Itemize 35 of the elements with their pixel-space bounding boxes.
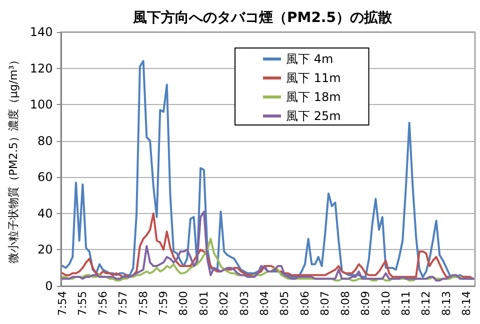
legend-label: 風下 25m: [286, 109, 341, 123]
x-tick-label: 8:12: [420, 291, 433, 316]
x-tick-label: 8:08: [338, 291, 352, 316]
x-tick-label: 7:59: [157, 291, 170, 316]
x-tick-label: 7:58: [136, 291, 150, 316]
x-tick-label: 7:57: [116, 291, 130, 316]
x-tick-label: 8:14: [460, 291, 474, 316]
x-tick-label: 8:13: [440, 291, 453, 316]
y-tick-label: 100: [30, 98, 53, 112]
y-tick-label: 0: [45, 279, 53, 293]
x-tick-label: 8:03: [238, 291, 251, 316]
x-tick-label: 8:04: [258, 291, 272, 316]
x-tick-label: 7:56: [96, 291, 110, 316]
x-tick-label: 7:55: [76, 291, 90, 316]
y-tick-label: 40: [38, 206, 53, 220]
x-tick-label: 8:09: [359, 291, 372, 316]
y-axis-title: 微小粒子状物質（PM2.5）濃度（μg/m³）: [7, 54, 20, 264]
legend-label: 風下 18m: [286, 90, 341, 104]
x-tick-label: 8:02: [218, 291, 231, 316]
y-tick-label: 20: [38, 242, 53, 257]
x-tick-label: 8:11: [399, 291, 412, 316]
y-tick-label: 60: [38, 170, 53, 184]
chart-title: 風下方向へのタバコ煙（PM2.5）の拡散: [132, 9, 393, 26]
y-tick-label: 120: [30, 61, 53, 76]
x-tick-label: 8:10: [379, 291, 392, 316]
x-tick-label: 8:01: [197, 291, 210, 316]
y-tick-label: 140: [30, 25, 53, 39]
legend-label: 風下 11m: [286, 71, 341, 85]
y-tick-label: 80: [38, 134, 53, 148]
x-tick-label: 7:54: [56, 291, 69, 316]
legend-label: 風下 4m: [286, 52, 334, 66]
x-tick-label: 8:07: [318, 291, 332, 316]
x-tick-label: 8:00: [177, 291, 190, 316]
x-tick-label: 8:06: [298, 291, 312, 316]
x-tick-label: 8:05: [278, 291, 292, 316]
